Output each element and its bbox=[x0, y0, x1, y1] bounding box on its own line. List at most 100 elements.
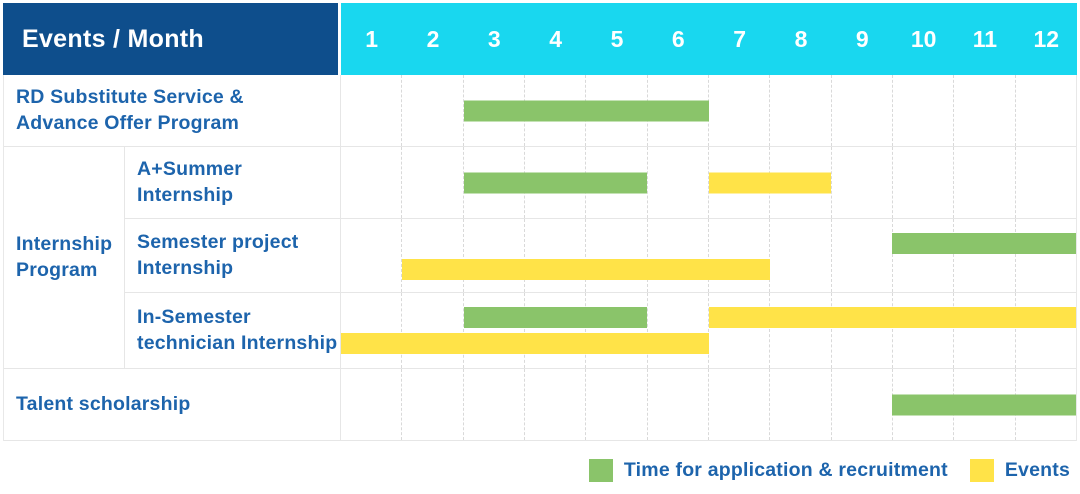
month-header-cell: 9 bbox=[855, 25, 869, 52]
month-grid-cell bbox=[341, 75, 401, 146]
internship-program-group: Internship Program A+Summer Internship S… bbox=[4, 147, 1076, 369]
month-grid-cell bbox=[523, 293, 585, 368]
month-header-cell: 6 bbox=[671, 25, 685, 52]
row-track bbox=[341, 75, 1076, 146]
header-row: Events / Month 1 2 3 4 5 6 7 8 9 10 11 12 bbox=[3, 3, 1077, 75]
gantt-bar-application bbox=[463, 100, 709, 121]
month-grid-cell bbox=[341, 293, 401, 368]
month-grid-cell bbox=[1014, 219, 1076, 292]
month-grid-cell bbox=[646, 293, 708, 368]
month-grid-cell bbox=[1014, 147, 1076, 218]
month-header-cell: 2 bbox=[426, 25, 440, 52]
gantt-bar-events bbox=[708, 172, 831, 193]
month-grid-cell bbox=[585, 369, 646, 440]
row-label-in-semester-technician: In-Semester technician Internship bbox=[125, 293, 341, 368]
month-grid-cell bbox=[830, 369, 892, 440]
month-grid-cell bbox=[585, 293, 646, 368]
month-grid-cell bbox=[401, 369, 462, 440]
month-grid-cell bbox=[585, 219, 646, 292]
month-grid-cell bbox=[401, 219, 462, 292]
gantt-bar-application bbox=[463, 172, 648, 193]
month-header-cell: 8 bbox=[794, 25, 808, 52]
gantt-bar-application bbox=[892, 233, 1076, 254]
legend: Time for application & recruitment Event… bbox=[0, 440, 1080, 494]
month-grid-cell bbox=[707, 147, 769, 218]
row-track bbox=[341, 219, 1076, 292]
table-row: RD Substitute Service & Advance Offer Pr… bbox=[4, 75, 1076, 147]
month-grid-cell bbox=[707, 293, 769, 368]
month-header-cell: 4 bbox=[549, 25, 563, 52]
table-row: A+Summer Internship bbox=[125, 147, 1076, 219]
month-grid-cell bbox=[523, 369, 585, 440]
month-grid-cell bbox=[401, 147, 462, 218]
month-header-cell: 3 bbox=[487, 25, 501, 52]
row-label-semester-project: Semester project Internship bbox=[125, 219, 341, 292]
month-grid-cell bbox=[830, 147, 892, 218]
gantt-bar-application bbox=[892, 394, 1076, 415]
month-grid-cell bbox=[462, 219, 524, 292]
month-header-cell: 5 bbox=[610, 25, 624, 52]
month-grid-cell bbox=[891, 293, 953, 368]
month-grid-cell bbox=[462, 75, 524, 146]
month-grid-cell bbox=[341, 369, 401, 440]
month-grid-cell bbox=[891, 75, 953, 146]
legend-label-events: Events bbox=[1004, 458, 1070, 481]
row-track bbox=[341, 147, 1076, 218]
legend-item-application: Time for application & recruitment bbox=[588, 458, 948, 482]
month-grid-cell bbox=[769, 219, 830, 292]
month-grid-cell bbox=[891, 219, 953, 292]
row-track bbox=[341, 369, 1076, 440]
month-grid-cell bbox=[523, 219, 585, 292]
gantt-bar-application bbox=[463, 307, 648, 328]
month-grid-cell bbox=[646, 219, 708, 292]
month-grid-cell bbox=[953, 75, 1014, 146]
gantt-bar-events bbox=[402, 259, 770, 280]
month-header-band: 1 2 3 4 5 6 7 8 9 10 11 12 bbox=[341, 3, 1077, 75]
legend-green-swatch-icon bbox=[588, 458, 613, 482]
month-grid-cell bbox=[830, 219, 892, 292]
row-label-talent-scholarship: Talent scholarship bbox=[4, 369, 341, 440]
month-grid-cell bbox=[830, 293, 892, 368]
month-grid-cell bbox=[707, 219, 769, 292]
row-label-rd-substitute: RD Substitute Service & Advance Offer Pr… bbox=[4, 75, 341, 146]
month-grid-cell bbox=[769, 293, 830, 368]
month-grid-cell bbox=[462, 293, 524, 368]
month-grid-cell bbox=[401, 75, 462, 146]
month-header-cell: 12 bbox=[1033, 25, 1060, 52]
month-grid-cell bbox=[769, 369, 830, 440]
month-grid-cell bbox=[830, 75, 892, 146]
month-grid-cell bbox=[646, 147, 708, 218]
month-grid-cell bbox=[707, 369, 769, 440]
header-events-month-cell: Events / Month bbox=[3, 3, 338, 75]
month-grid-cell bbox=[953, 219, 1014, 292]
row-label-a-plus-summer: A+Summer Internship bbox=[125, 147, 341, 218]
month-grid-cell bbox=[707, 75, 769, 146]
month-grid-cell bbox=[401, 293, 462, 368]
gantt-bar-events bbox=[708, 307, 1076, 328]
month-header-cell: 1 bbox=[365, 25, 379, 52]
month-grid-cell bbox=[462, 369, 524, 440]
month-grid-cell bbox=[769, 75, 830, 146]
header-gap bbox=[338, 3, 341, 75]
row-track bbox=[341, 293, 1076, 368]
table-row: In-Semester technician Internship bbox=[125, 293, 1076, 368]
month-grid-cell bbox=[953, 293, 1014, 368]
legend-label-application: Time for application & recruitment bbox=[623, 458, 948, 481]
table-row: Talent scholarship bbox=[4, 369, 1076, 441]
month-grid-cell bbox=[341, 219, 401, 292]
month-grid-cell bbox=[891, 147, 953, 218]
group-label-internship-program: Internship Program bbox=[4, 147, 125, 368]
legend-item-events: Events bbox=[969, 458, 1070, 482]
month-grid-cell bbox=[341, 147, 401, 218]
schedule-table: Events / Month 1 2 3 4 5 6 7 8 9 10 11 12 RD Substi… bbox=[3, 3, 1077, 441]
legend-yellow-swatch-icon bbox=[969, 458, 994, 482]
month-header-cell: 7 bbox=[733, 25, 747, 52]
table-body: RD Substitute Service & Advance Offer Pr… bbox=[3, 75, 1077, 441]
month-grid-cell bbox=[1014, 75, 1076, 146]
month-grid-cell bbox=[462, 147, 524, 218]
month-header-cell: 11 bbox=[972, 25, 998, 52]
group-rows: A+Summer Internship Semester project Int… bbox=[125, 147, 1076, 368]
month-grid-cell bbox=[1014, 293, 1076, 368]
month-grid-cell bbox=[646, 369, 708, 440]
